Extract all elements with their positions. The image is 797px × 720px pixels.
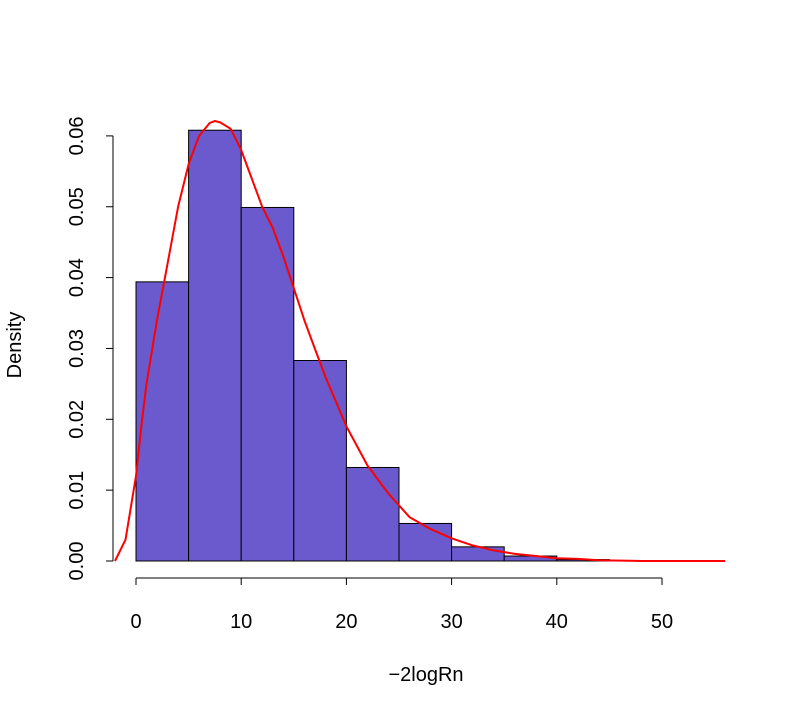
y-tick-label: 0.06 [66,116,88,155]
x-tick-label: 50 [651,611,673,633]
y-tick-label: 0.03 [66,329,88,368]
density-curve-layer [114,120,726,562]
y-axis-label: Density [4,312,26,379]
x-tick-label: 10 [230,611,252,633]
y-tick-label: 0.02 [66,400,88,439]
y-tick-label: 0.05 [66,187,88,226]
y-axis: 0.00 0.01 0.02 0.03 0.04 0.05 0.06 [66,116,114,581]
histogram-bar [398,522,453,562]
x-tick-label: 20 [335,611,357,633]
x-axis: 0 10 20 30 40 50 [130,577,673,633]
histogram-bar [293,359,347,562]
y-tick-label: 0.04 [66,258,88,297]
histogram-bar [240,206,295,562]
histogram-bar [345,466,400,562]
y-tick-label: 0.00 [66,542,88,581]
x-tick-label: 40 [546,611,568,633]
histogram-bars [135,129,610,562]
x-tick-label: 30 [440,611,462,633]
x-tick-label: 0 [130,611,141,633]
histogram-bar [135,281,190,562]
y-tick-label: 0.01 [66,471,88,510]
x-axis-label: −2logRn [388,664,463,686]
density-curve-line [114,120,726,562]
histogram-bar [451,546,505,562]
histogram-bar [188,129,242,562]
